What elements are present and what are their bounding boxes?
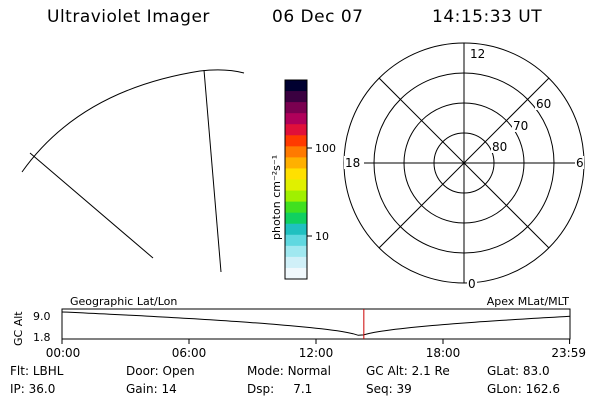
status-glat-value: 83.0 (522, 364, 550, 378)
status-dsp: Dsp: 7.1 (247, 382, 313, 396)
colorbar-swatch (285, 146, 307, 158)
status-gc-alt-value: 2.1 Re (411, 364, 450, 378)
status-gc-alt: GC Alt: 2.1 Re (366, 364, 450, 378)
x-tick-label: 23:59 (551, 346, 586, 360)
lat-label-60: 60 (536, 97, 551, 111)
colorbar-swatch (285, 102, 307, 114)
time-label: 14:15:33 UT (432, 7, 543, 27)
instrument-title: Ultraviolet Imager (47, 7, 210, 27)
colorbar-swatch (285, 168, 307, 181)
colorbar-unit-label: photon cm⁻²s⁻¹ (270, 155, 283, 240)
clock-label-0: 0 (468, 277, 476, 291)
clock-label-12: 12 (470, 47, 485, 61)
colorbar-swatch (285, 157, 307, 170)
status-glon-value: 162.6 (525, 382, 560, 396)
status-ip-value: 36.0 (28, 382, 56, 396)
altitude-curve (61, 311, 571, 336)
status-mode: Mode: Normal (247, 364, 331, 378)
longitude-line-1 (29, 152, 154, 259)
status-door: Door: Open (126, 364, 195, 378)
colorbar-swatch (285, 80, 307, 92)
colorbar-swatch (285, 179, 307, 192)
horizon-arc (21, 69, 245, 173)
polar-diagonal-2 (378, 77, 550, 249)
longitude-line-2 (203, 69, 222, 273)
timeline-axis-label: GC Alt (12, 311, 25, 346)
status-glon: GLon: 162.6 (487, 382, 560, 396)
colorbar-swatch (285, 113, 307, 125)
colorbar-swatch (285, 267, 307, 280)
status-seq: Seq: 39 (366, 382, 412, 396)
colorbar-swatch (285, 212, 307, 225)
status-mode-value: Normal (287, 364, 331, 378)
status-ip: IP: 36.0 (10, 382, 56, 396)
status-flt: Flt: LBHL (10, 364, 64, 378)
x-tick-label: 06:00 (172, 346, 207, 360)
timeline-right-title: Apex MLat/MLT (487, 295, 570, 308)
colorbar: 100 10 photon cm⁻²s⁻¹ (270, 79, 336, 280)
lat-label-80: 80 (492, 140, 507, 154)
colorbar-swatch (285, 234, 307, 247)
status-dsp-value: 7.1 (293, 382, 313, 396)
colorbar-tick-label: 10 (315, 230, 329, 243)
status-glat: GLat: 83.0 (487, 364, 550, 378)
polar-plot (343, 42, 585, 284)
colorbar-swatch (285, 223, 307, 236)
colorbar-swatch (285, 245, 307, 258)
colorbar-swatch (285, 190, 307, 203)
x-tick-label: 00:00 (46, 346, 81, 360)
status-door-value: Open (162, 364, 195, 378)
colorbar-swatch (285, 124, 307, 136)
timeline: Geographic Lat/Lon Apex MLat/MLT GC Alt … (12, 295, 586, 360)
status-gain: Gain: 14 (126, 382, 177, 396)
timeline-frame (61, 308, 571, 340)
status-seq-value: 39 (396, 382, 412, 396)
colorbar-swatch (285, 201, 307, 214)
y-tick-1-8: 1.8 (33, 331, 51, 344)
timeline-left-title: Geographic Lat/Lon (70, 295, 177, 308)
status-flt-value: LBHL (32, 364, 64, 378)
y-tick-9: 9.0 (33, 310, 51, 323)
clock-label-6: 6 (576, 156, 584, 170)
x-tick-label: 18:00 (426, 346, 461, 360)
colorbar-swatch (285, 135, 307, 147)
clock-label-18: 18 (345, 156, 360, 170)
colorbar-swatch (285, 256, 307, 269)
geographic-projection (21, 69, 245, 273)
colorbar-tick-label: 100 (315, 142, 336, 155)
date-label: 06 Dec 07 (272, 7, 364, 27)
polar-labels: 12 0 18 6 80 70 60 (344, 47, 584, 291)
status-gain-value: 14 (161, 382, 177, 396)
x-tick-label: 12:00 (299, 346, 334, 360)
colorbar-swatch (285, 91, 307, 103)
lat-label-70: 70 (513, 119, 528, 133)
